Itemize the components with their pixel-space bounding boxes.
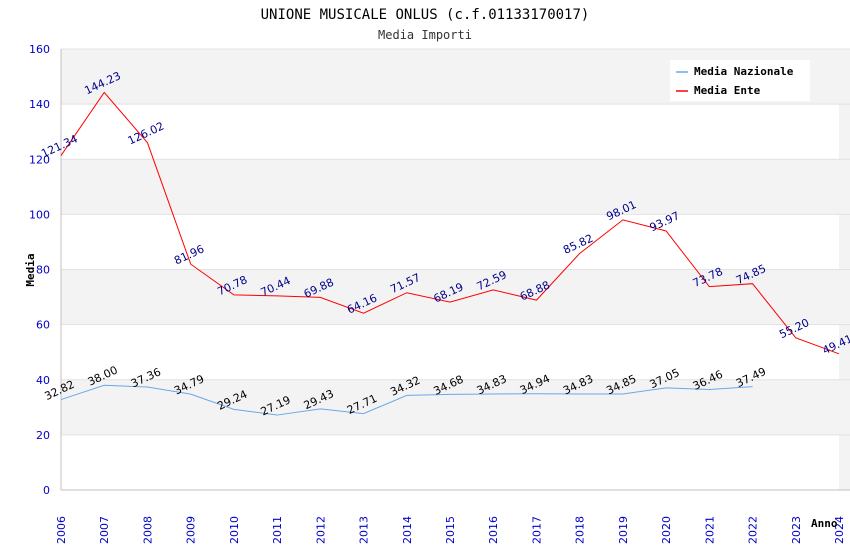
x-tick-label: 2008 — [141, 516, 154, 544]
axes — [60, 49, 850, 491]
y-tick-label: 60 — [36, 319, 50, 332]
legend-label-nazionale: Media Nazionale — [694, 65, 794, 78]
x-tick-label: 2019 — [617, 516, 630, 544]
y-tick-label: 100 — [29, 208, 50, 221]
x-tick-label: 2012 — [314, 516, 327, 544]
chart-title: UNIONE MUSICALE ONLUS (c.f.01133170017) — [261, 7, 590, 23]
plot-band — [61, 269, 839, 325]
y-tick-label: 140 — [29, 98, 50, 111]
y-tick-label: 40 — [36, 374, 50, 387]
y-tick-label: 0 — [43, 484, 50, 497]
plot-band — [61, 434, 839, 490]
plot-band — [61, 159, 839, 215]
x-tick-label: 2016 — [487, 516, 500, 544]
x-tick-label: 2011 — [271, 516, 284, 544]
x-tick-label: 2013 — [358, 516, 371, 544]
y-axis-label: Media — [24, 253, 37, 286]
plot-band — [61, 214, 839, 270]
x-tick-label: 2006 — [55, 516, 68, 544]
x-tick-label: 2007 — [98, 516, 111, 544]
y-tick-label: 80 — [36, 264, 50, 277]
x-tick-label: 2021 — [703, 516, 716, 544]
series-line-ente — [60, 91, 840, 355]
x-tick-label: 2015 — [444, 516, 457, 544]
series-line-nazionale — [60, 384, 753, 416]
x-axis-label: Anno — [811, 517, 838, 530]
x-tick-label: 2009 — [185, 516, 198, 544]
y-axis-ticks: 0 20 40 60 80 100 120 140 160 — [29, 43, 50, 497]
plot-background — [61, 49, 850, 490]
legend: Media Nazionale Media Ente — [670, 60, 810, 101]
x-tick-label: 2024 — [833, 516, 846, 544]
legend-label-ente: Media Ente — [694, 84, 761, 97]
x-tick-label: 2020 — [660, 516, 673, 544]
x-tick-label: 2017 — [530, 516, 543, 544]
x-tick-label: 2018 — [574, 516, 587, 544]
x-tick-label: 2014 — [401, 516, 414, 544]
x-tick-label: 2023 — [790, 516, 803, 544]
chart-subtitle: Media Importi — [378, 28, 472, 42]
x-tick-label: 2022 — [747, 516, 760, 544]
series-lines — [60, 91, 840, 416]
plot-band — [61, 379, 839, 435]
y-tick-label: 120 — [29, 153, 50, 166]
y-tick-label: 160 — [29, 43, 50, 56]
x-tick-label: 2010 — [228, 516, 241, 544]
legend-box — [670, 60, 810, 101]
y-tick-label: 20 — [36, 429, 50, 442]
plot-band — [61, 324, 839, 380]
x-axis-ticks: 2006 2007 2008 2009 2010 2011 2012 2013 2014 2015… — [55, 516, 846, 544]
plot-band — [61, 104, 839, 160]
